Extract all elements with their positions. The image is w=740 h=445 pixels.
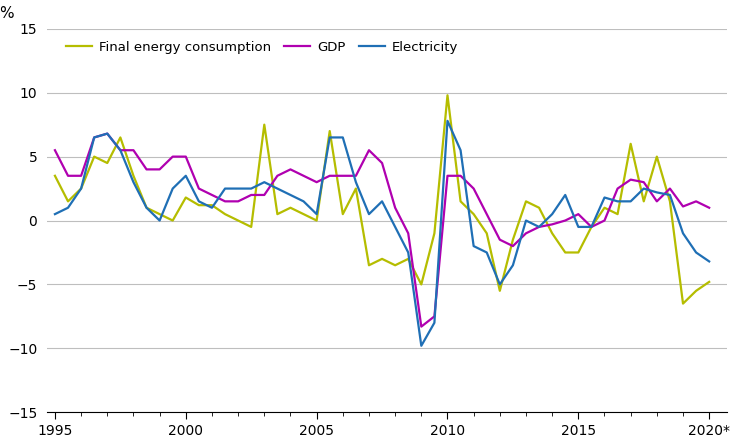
GDP <box>548 222 556 227</box>
Final energy consumption <box>246 224 255 230</box>
Final energy consumption <box>260 122 269 127</box>
Electricity <box>246 186 255 191</box>
GDP <box>704 205 713 210</box>
Final energy consumption <box>679 301 687 306</box>
Legend: Final energy consumption, GDP, Electricity: Final energy consumption, GDP, Electrici… <box>61 36 463 59</box>
Electricity <box>260 179 269 185</box>
GDP <box>103 131 112 136</box>
Final energy consumption <box>692 288 701 294</box>
GDP <box>273 173 282 178</box>
Electricity <box>548 211 556 217</box>
Electricity <box>692 250 701 255</box>
Electricity <box>417 343 425 348</box>
Electricity <box>195 198 204 204</box>
Text: %: % <box>0 6 14 21</box>
Line: GDP: GDP <box>55 134 709 327</box>
GDP <box>50 148 59 153</box>
Final energy consumption <box>195 202 204 208</box>
Final energy consumption <box>534 205 543 210</box>
Final energy consumption <box>50 173 59 178</box>
Final energy consumption <box>495 288 504 294</box>
GDP <box>260 192 269 198</box>
Line: Electricity: Electricity <box>55 121 709 346</box>
GDP <box>417 324 425 329</box>
GDP <box>692 198 701 204</box>
GDP <box>207 192 216 198</box>
Electricity <box>508 263 517 268</box>
Electricity <box>443 118 452 124</box>
GDP <box>508 243 517 249</box>
Electricity <box>50 211 59 217</box>
Line: Final energy consumption: Final energy consumption <box>55 95 709 303</box>
Final energy consumption <box>704 279 713 284</box>
Electricity <box>704 259 713 264</box>
Final energy consumption <box>443 93 452 98</box>
